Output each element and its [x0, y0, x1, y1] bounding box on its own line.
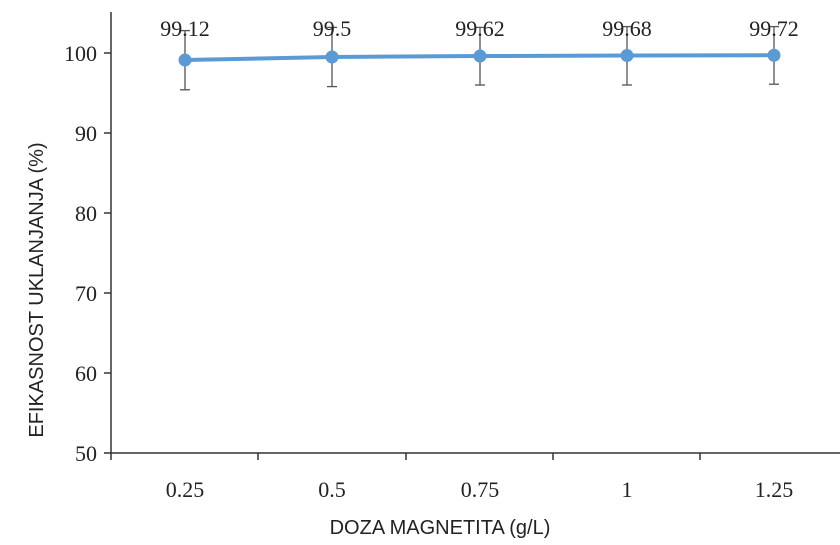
data-label: 99.62: [455, 16, 505, 41]
x-tick-label: 0.25: [166, 477, 205, 502]
y-tick-label: 70: [75, 281, 97, 306]
data-point: [473, 49, 487, 63]
x-tick-label: 0.5: [318, 477, 346, 502]
data-series: [178, 48, 781, 67]
data-point: [620, 49, 634, 63]
data-label: 99.5: [313, 16, 352, 41]
data-labels: 99.12 99.5 99.62 99.68 99.72: [160, 16, 799, 41]
chart-ticks: 50 60 70 80 90 100 0.25 0.5 0.75 1 1.25: [64, 41, 793, 502]
x-tick-label: 1: [622, 477, 633, 502]
data-label: 99.12: [160, 16, 210, 41]
y-tick-label: 80: [75, 201, 97, 226]
data-label: 99.72: [749, 16, 799, 41]
data-point: [178, 53, 192, 67]
x-tick-label: 0.75: [461, 477, 500, 502]
y-axis-title: EFIKASNOST UKLANJANJA (%): [26, 142, 48, 437]
data-label: 99.68: [602, 16, 652, 41]
y-tick-label: 90: [75, 121, 97, 146]
x-axis-title: DOZA MAGNETITA (g/L): [330, 517, 551, 539]
data-point: [325, 50, 339, 64]
data-point: [767, 48, 781, 62]
x-tick-label: 1.25: [755, 477, 794, 502]
chart-axes: [110, 12, 840, 454]
y-tick-label: 50: [75, 441, 97, 466]
y-tick-label: 100: [64, 41, 97, 66]
y-tick-label: 60: [75, 361, 97, 386]
